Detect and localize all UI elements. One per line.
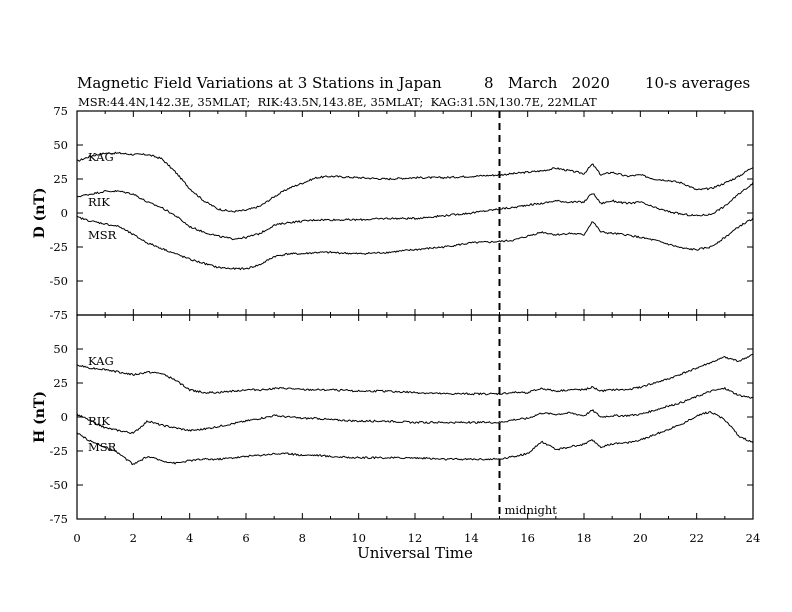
y-tick-label: -75 <box>49 308 68 322</box>
series-label-rik: RIK <box>88 414 110 428</box>
series-line-kag <box>76 353 754 396</box>
series-line-msr <box>76 215 754 271</box>
series-line-kag <box>76 151 754 213</box>
x-tick-label: 0 <box>73 531 80 545</box>
series-line-rik <box>76 387 754 434</box>
x-tick-label: 16 <box>520 531 535 545</box>
series-line-msr <box>76 411 754 466</box>
y-tick-label: -50 <box>49 478 68 492</box>
x-tick-label: 18 <box>577 531 592 545</box>
x-tick-label: 8 <box>299 531 306 545</box>
x-tick-label: 4 <box>186 531 193 545</box>
x-tick-label: 24 <box>746 531 761 545</box>
series-label-msr: MSR <box>88 228 117 242</box>
chart-date: 8 March 2020 <box>484 74 610 92</box>
chart-averaging: 10-s averages <box>645 74 750 92</box>
panel-frame <box>76 314 754 520</box>
y-tick-label: 25 <box>53 376 68 390</box>
x-tick-label: 22 <box>689 531 704 545</box>
x-tick-label: 12 <box>408 531 423 545</box>
y-tick-label: -25 <box>49 240 68 254</box>
y-tick-label: 25 <box>53 172 68 186</box>
y-axis-label: H (nT) <box>32 391 48 443</box>
stations-info: MSR:44.4N,142.3E, 35MLAT; RIK:43.5N,143.… <box>78 95 597 109</box>
chart-title: Magnetic Field Variations at 3 Stations … <box>77 74 442 92</box>
x-axis-label: Universal Time <box>357 544 473 562</box>
x-tick-label: 6 <box>242 531 249 545</box>
y-tick-label: 50 <box>53 138 68 152</box>
y-tick-label: 75 <box>53 104 68 118</box>
y-tick-label: -50 <box>49 274 68 288</box>
y-axis-label: D (nT) <box>32 188 48 239</box>
series-label-kag: KAG <box>88 354 114 368</box>
plot-area: 75 50 25 0 -25 -50 -75 D (nT) KAG RIK MSR 50 25 0 -25 -… <box>32 104 760 545</box>
y-tick-label: 50 <box>53 342 68 356</box>
series-label-rik: RIK <box>88 195 110 209</box>
series-label-msr: MSR <box>88 440 117 454</box>
y-tick-label: 0 <box>61 410 68 424</box>
panel-frame <box>76 110 754 316</box>
series-line-rik <box>76 181 754 241</box>
midnight-label: midnight <box>505 503 558 517</box>
x-tick-label: 2 <box>130 531 137 545</box>
y-tick-label: -75 <box>49 512 68 526</box>
x-tick-label: 10 <box>351 531 366 545</box>
y-tick-label: -25 <box>49 444 68 458</box>
series-label-kag: KAG <box>88 150 114 164</box>
y-tick-label: 0 <box>61 206 68 220</box>
x-tick-label: 14 <box>464 531 479 545</box>
x-tick-label: 20 <box>633 531 648 545</box>
